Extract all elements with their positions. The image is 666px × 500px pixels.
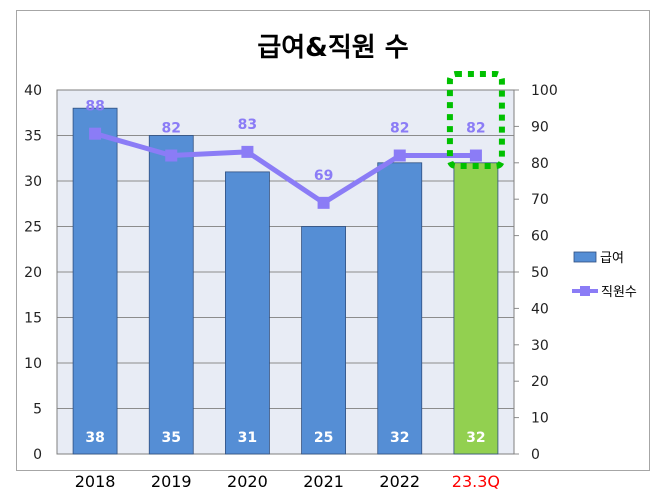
series-line-직원수 bbox=[92, 131, 479, 206]
y-right-tick-label: 20 bbox=[531, 374, 549, 390]
y-left-tick-label: 30 bbox=[24, 174, 42, 190]
line-point bbox=[241, 145, 254, 158]
y-left-tick-label: 25 bbox=[24, 220, 42, 236]
line-data-label: 82 bbox=[390, 121, 409, 137]
x-tick-label: 2021 bbox=[303, 472, 344, 491]
line-point bbox=[89, 127, 102, 140]
y-left-tick-label: 0 bbox=[33, 447, 42, 463]
line-point bbox=[393, 149, 406, 162]
bar bbox=[301, 226, 346, 455]
line-point bbox=[165, 149, 178, 162]
y-left-tick-label: 40 bbox=[24, 83, 42, 99]
line-point bbox=[317, 196, 330, 209]
line-data-label: 82 bbox=[162, 121, 181, 137]
x-tick-label: 2018 bbox=[75, 472, 116, 491]
y-right-tick-label: 90 bbox=[531, 119, 549, 135]
y-left-tick-label: 35 bbox=[24, 129, 42, 145]
legend-marker-직원수 bbox=[580, 286, 590, 296]
legend-label-급여: 급여 bbox=[600, 251, 624, 266]
x-tick-label: 2020 bbox=[227, 472, 268, 491]
bar bbox=[72, 107, 118, 455]
bar bbox=[453, 162, 499, 455]
bar-data-label: 32 bbox=[466, 430, 485, 446]
x-tick-label: 2022 bbox=[379, 472, 420, 491]
y-left-tick-label: 5 bbox=[33, 402, 42, 418]
y-right-tick-label: 60 bbox=[531, 229, 549, 245]
bar-data-label: 38 bbox=[85, 430, 104, 446]
bar bbox=[377, 162, 423, 455]
y-right-tick-label: 30 bbox=[531, 338, 549, 354]
legend-label-직원수: 직원수 bbox=[601, 285, 637, 300]
y-right-tick-label: 10 bbox=[531, 411, 549, 427]
y-right-tick-label: 100 bbox=[531, 83, 558, 99]
x-tick-label: 23.3Q bbox=[452, 472, 500, 491]
legend-swatch-급여 bbox=[573, 251, 597, 263]
line-data-label: 69 bbox=[314, 168, 333, 184]
chart-title: 급여&직원 수 bbox=[257, 33, 408, 63]
y-right-tick-label: 0 bbox=[531, 447, 540, 463]
line-data-label: 83 bbox=[238, 117, 257, 133]
bar-data-label: 32 bbox=[390, 430, 409, 446]
bar bbox=[148, 135, 194, 455]
plot-border bbox=[56, 89, 515, 455]
bar-data-label: 35 bbox=[162, 430, 181, 446]
highlight-dotted-box bbox=[446, 71, 505, 169]
y-left-tick-label: 15 bbox=[24, 311, 42, 327]
line-data-label: 88 bbox=[85, 99, 104, 115]
line-data-label: 82 bbox=[466, 121, 485, 137]
bar-data-label: 25 bbox=[314, 430, 333, 446]
y-right-tick-label: 70 bbox=[531, 192, 549, 208]
y-left-tick-label: 10 bbox=[24, 356, 42, 372]
bar bbox=[225, 171, 270, 455]
bar-data-label: 31 bbox=[238, 430, 257, 446]
y-right-tick-label: 40 bbox=[531, 301, 549, 317]
line-point bbox=[469, 149, 482, 162]
x-tick-label: 2019 bbox=[151, 472, 192, 491]
y-right-tick-label: 50 bbox=[531, 265, 549, 281]
y-right-tick-label: 80 bbox=[531, 156, 549, 172]
y-left-tick-label: 20 bbox=[24, 265, 42, 281]
